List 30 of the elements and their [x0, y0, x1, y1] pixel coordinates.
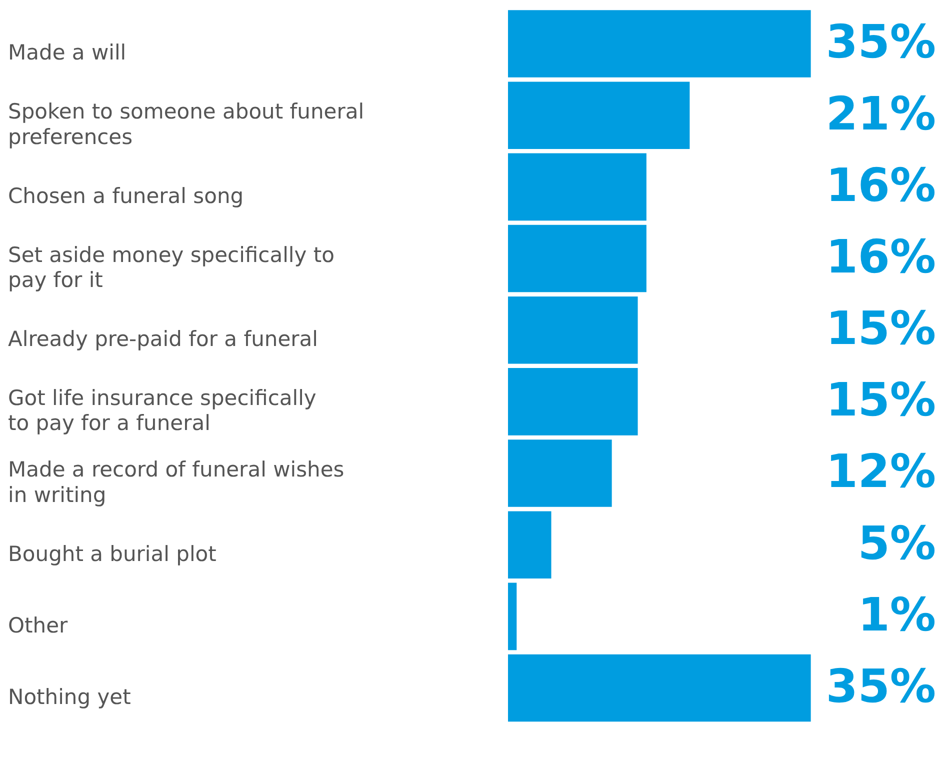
data-label: 21%: [826, 86, 936, 140]
y-tick-label: Nothing yet: [8, 684, 131, 709]
data-label: 35%: [826, 658, 936, 713]
bar: [508, 224, 646, 292]
y-tick-label: Bought a burial plot: [8, 542, 216, 566]
bar: [508, 296, 638, 364]
y-tick-label: Already pre-paid for a funeral: [8, 327, 318, 352]
y-tick-label: Made a will: [8, 40, 126, 65]
bar: [508, 582, 517, 650]
y-tick-label: Made a record of funeral wishes in writing: [8, 458, 344, 507]
data-label: 1%: [858, 587, 936, 642]
data-label: 35%: [826, 14, 936, 69]
bar: [508, 511, 552, 578]
bar: [508, 10, 811, 78]
data-label: 5%: [858, 516, 936, 570]
y-tick-label: Set aside money specifically to pay for it: [8, 242, 334, 292]
bar: [508, 654, 811, 722]
y-tick-label: Chosen a funeral song: [8, 184, 244, 208]
data-label: 15%: [826, 301, 936, 356]
data-label: 16%: [826, 229, 936, 284]
y-tick-label: Spoken to someone about funeral preferences: [8, 100, 364, 149]
bar: [508, 440, 612, 507]
data-label: 16%: [826, 158, 936, 212]
data-label: 12%: [826, 444, 936, 498]
bar: [508, 82, 690, 150]
bar: [508, 368, 638, 436]
y-tick-label: Other: [8, 613, 68, 638]
y-tick-label: Got life insurance specifically to pay for a funeral: [8, 386, 316, 436]
data-label: 15%: [826, 372, 936, 427]
bar: [508, 153, 646, 221]
